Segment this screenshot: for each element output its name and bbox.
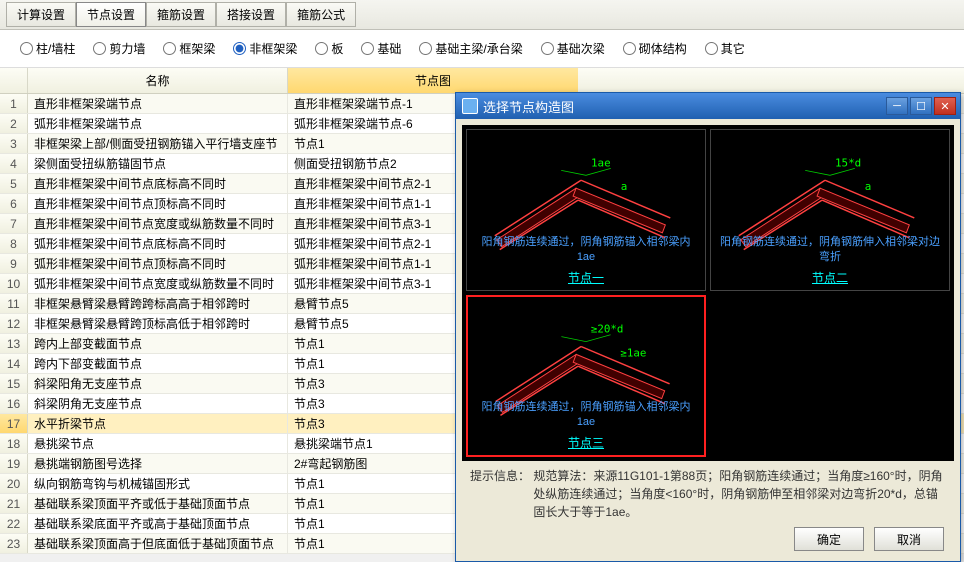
radio-框架梁[interactable]: 框架梁 (163, 40, 215, 57)
svg-text:≥1ae: ≥1ae (620, 346, 646, 359)
tab-箍筋公式[interactable]: 箍筋公式 (286, 2, 356, 27)
cancel-button[interactable]: 取消 (874, 527, 944, 551)
header-name: 名称 (28, 68, 288, 93)
svg-text:≥20*d: ≥20*d (591, 323, 624, 336)
hint-body: 规范算法：来源11G101-1第88页；阳角钢筋连续通过；当角度≥160°时，阴… (533, 467, 943, 521)
radio-基础次梁[interactable]: 基础次梁 (541, 40, 605, 57)
radio-非框架梁[interactable]: 非框架梁 (233, 40, 297, 57)
dialog-icon (462, 98, 478, 114)
select-diagram-dialog: 选择节点构造图 ─ ☐ ✕ 1ae a 阳角钢筋连续通过，阴角钢筋锚入相邻梁内1… (455, 92, 961, 562)
hint-text: 提示信息： 规范算法：来源11G101-1第88页；阳角钢筋连续通过；当角度≥1… (462, 461, 954, 523)
hint-label: 提示信息： (470, 467, 530, 485)
svg-text:15*d: 15*d (835, 156, 861, 169)
dialog-title: 选择节点构造图 (483, 97, 886, 116)
radio-剪力墙[interactable]: 剪力墙 (93, 40, 145, 57)
tab-计算设置[interactable]: 计算设置 (6, 2, 76, 27)
radio-砌体结构[interactable]: 砌体结构 (623, 40, 687, 57)
radio-基础[interactable]: 基础 (361, 40, 401, 57)
header-diagram: 节点图 (288, 68, 578, 93)
radio-柱/墙柱[interactable]: 柱/墙柱 (20, 40, 75, 57)
ok-button[interactable]: 确定 (794, 527, 864, 551)
tab-箍筋设置[interactable]: 箍筋设置 (146, 2, 216, 27)
close-button[interactable]: ✕ (934, 97, 956, 115)
radio-基础主梁/承台梁[interactable]: 基础主梁/承台梁 (419, 40, 522, 57)
grid-header: 名称 节点图 (0, 68, 964, 94)
header-index (0, 68, 28, 93)
diagram-option-3[interactable]: ≥20*d ≥1ae 阳角钢筋连续通过，阴角钢筋锚入相邻梁内1ae节点三 (466, 295, 706, 457)
category-radios: 柱/墙柱 剪力墙 框架梁 非框架梁 板 基础 基础主梁/承台梁 基础次梁 砌体结构 其它 (0, 30, 964, 68)
tab-节点设置[interactable]: 节点设置 (76, 2, 146, 27)
tab-搭接设置[interactable]: 搭接设置 (216, 2, 286, 27)
diagram-panel: 1ae a 阳角钢筋连续通过，阴角钢筋锚入相邻梁内1ae节点一 15*d a 阳… (462, 125, 954, 461)
radio-其它[interactable]: 其它 (705, 40, 745, 57)
diagram-option-1[interactable]: 1ae a 阳角钢筋连续通过，阴角钢筋锚入相邻梁内1ae节点一 (466, 129, 706, 291)
diagram-option-2[interactable]: 15*d a 阳角钢筋连续通过，阴角钢筋伸入相邻梁对边弯折节点二 (710, 129, 950, 291)
svg-text:a: a (865, 180, 872, 193)
radio-板[interactable]: 板 (315, 40, 343, 57)
dialog-titlebar[interactable]: 选择节点构造图 ─ ☐ ✕ (456, 93, 960, 119)
tab-bar: 计算设置节点设置箍筋设置搭接设置箍筋公式 (0, 0, 964, 30)
minimize-button[interactable]: ─ (886, 97, 908, 115)
svg-text:a: a (621, 180, 628, 193)
maximize-button[interactable]: ☐ (910, 97, 932, 115)
svg-text:1ae: 1ae (591, 156, 611, 169)
